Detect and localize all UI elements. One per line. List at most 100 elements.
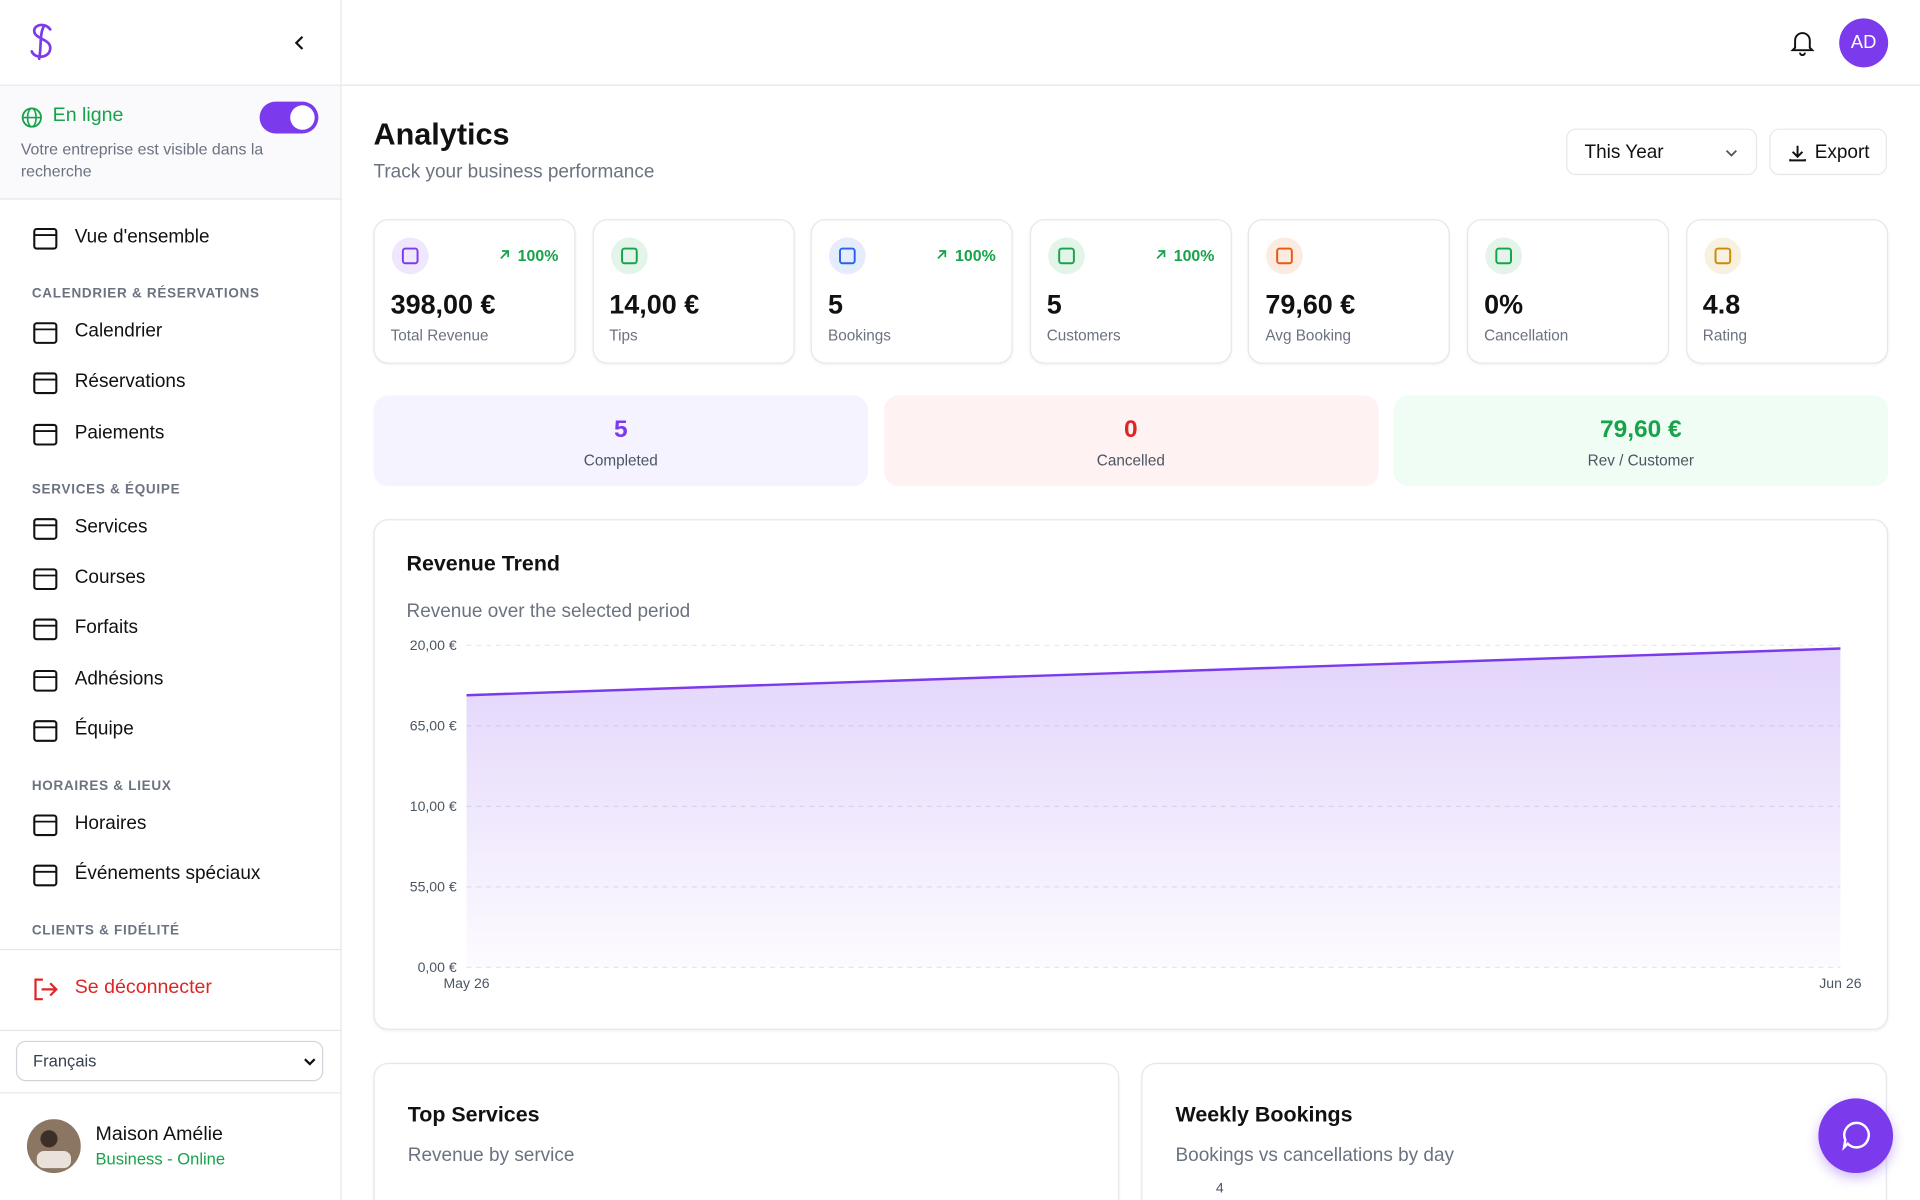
stat-card: 0% Cancellation	[1466, 219, 1669, 364]
stat-card: 100% 398,00 € Total Revenue	[373, 219, 576, 364]
summary-value: 79,60 €	[1599, 416, 1682, 444]
summary-label: Cancelled	[1096, 451, 1165, 469]
y-tick-label: 4	[1215, 1181, 1224, 1197]
nav-item[interactable]: Adhésions	[74, 667, 164, 689]
panel-card: Top Services Revenue by service	[373, 1062, 1120, 1200]
stat-card: 100% 5 Customers	[1029, 219, 1232, 364]
stat-change: 100%	[517, 246, 559, 265]
panel-title: Weekly Bookings	[1175, 1102, 1353, 1127]
nav-item[interactable]: Services	[74, 516, 148, 538]
icon-shape	[1495, 247, 1513, 265]
summary-tile: 0 Cancelled	[883, 395, 1379, 487]
summary-value: 5	[614, 416, 628, 444]
icon-bg	[829, 237, 866, 275]
stat-value: 14,00 €	[609, 288, 700, 320]
nav-item[interactable]: Horaires	[74, 812, 147, 834]
download-icon	[1789, 145, 1806, 162]
stat-value: 0%	[1484, 288, 1524, 320]
chart-title: Revenue Trend	[407, 552, 560, 576]
nav-item[interactable]: Calendrier	[74, 320, 163, 342]
nav-icon	[33, 669, 58, 692]
trend-arrow	[500, 250, 510, 259]
icon-shape	[33, 669, 58, 692]
nav-item[interactable]: Équipe	[74, 718, 134, 740]
divider	[0, 1092, 341, 1094]
nav-item[interactable]: Réservations	[74, 371, 186, 393]
stat-card: 79,60 € Avg Booking	[1248, 219, 1451, 364]
stat-icon	[610, 237, 648, 275]
online-toggle[interactable]	[259, 101, 319, 134]
stat-label: Customers	[1046, 326, 1121, 345]
user-avatar[interactable]: AD	[1839, 18, 1889, 68]
icon-shape	[33, 322, 58, 344]
chevron	[1725, 149, 1737, 157]
summary-label: Rev / Customer	[1587, 451, 1694, 469]
period-select[interactable]: This Year	[1566, 128, 1758, 176]
nav-icon	[33, 568, 58, 590]
nav-item[interactable]: Vue d'ensemble	[74, 226, 210, 248]
y-tick-label: 20,00 €	[410, 637, 457, 653]
nav-icon	[33, 618, 58, 641]
nav-item[interactable]: Forfaits	[74, 617, 138, 639]
x-tick-label: Jun 26	[1819, 975, 1861, 991]
stat-value: 4.8	[1702, 288, 1741, 320]
icon-shape	[33, 618, 58, 641]
nav-item[interactable]: Événements spéciaux	[74, 863, 261, 885]
icon-shape	[33, 864, 58, 887]
icon-bg	[1266, 237, 1304, 275]
stat-icon	[1047, 237, 1085, 275]
nav-item[interactable]: Paiements	[74, 421, 165, 443]
y-tick-label: 65,00 €	[410, 718, 457, 734]
logo[interactable]	[27, 22, 59, 61]
export-button[interactable]: Export	[1769, 128, 1887, 176]
status-note: Votre entreprise est visible dans la rec…	[20, 139, 264, 181]
nav-icon	[33, 423, 58, 446]
stat-value: 79,60 €	[1265, 288, 1356, 320]
y-tick-label: 0,00 €	[418, 959, 457, 975]
icon-shape	[839, 247, 856, 265]
nav-section-title: CLIENTS & FIDÉLITÉ	[31, 923, 180, 939]
icon-shape	[500, 250, 510, 259]
stat-label: Cancellation	[1484, 326, 1569, 345]
stat-label: Total Revenue	[390, 326, 489, 345]
icon-bg	[610, 237, 648, 275]
period-value: This Year	[1584, 142, 1664, 163]
icon-shape	[33, 568, 58, 590]
collapse-button[interactable]	[291, 34, 308, 51]
nav-section-title: SERVICES & ÉQUIPE	[31, 481, 181, 497]
icon-shape	[33, 372, 58, 395]
icon-bg	[1047, 237, 1085, 275]
nav-item[interactable]: Courses	[74, 566, 146, 588]
chart-card: Revenue Trend Revenue over the selected …	[373, 519, 1889, 1030]
stat-value: 5	[1046, 288, 1062, 320]
line	[466, 647, 1841, 697]
icon-shape	[1057, 247, 1075, 265]
language-value: Français	[33, 1051, 97, 1071]
chart: Revenue Trend Revenue over the selected …	[407, 552, 1862, 992]
language-select[interactable]: Français	[15, 1040, 324, 1082]
notifications[interactable]	[1789, 29, 1816, 57]
stat-icon	[1703, 237, 1741, 275]
stat-change: 100%	[1173, 246, 1215, 265]
nav-section-title: CALENDRIER & RÉSERVATIONS	[31, 286, 260, 302]
icon-shape	[33, 423, 58, 446]
chat-button[interactable]	[1818, 1098, 1894, 1174]
summary-label: Completed	[583, 451, 658, 469]
icon-bg	[1703, 237, 1741, 275]
trend-arrow	[1156, 250, 1166, 259]
stat-label: Bookings	[827, 326, 891, 345]
logout-button[interactable]: Se déconnecter	[74, 977, 212, 998]
icon-shape	[401, 247, 419, 265]
nav-icon	[33, 322, 58, 344]
nav-icon	[33, 372, 58, 395]
stat-change: 100%	[955, 246, 996, 265]
icon-bg	[1485, 237, 1523, 275]
page-title: Analytics	[373, 117, 510, 152]
icon-shape	[620, 247, 638, 265]
icon-shape	[1276, 247, 1294, 265]
globe-icon	[21, 107, 42, 128]
stat-label: Avg Booking	[1265, 326, 1352, 345]
stat-value: 5	[827, 288, 843, 320]
stat-card: 100% 5 Bookings	[810, 219, 1013, 364]
